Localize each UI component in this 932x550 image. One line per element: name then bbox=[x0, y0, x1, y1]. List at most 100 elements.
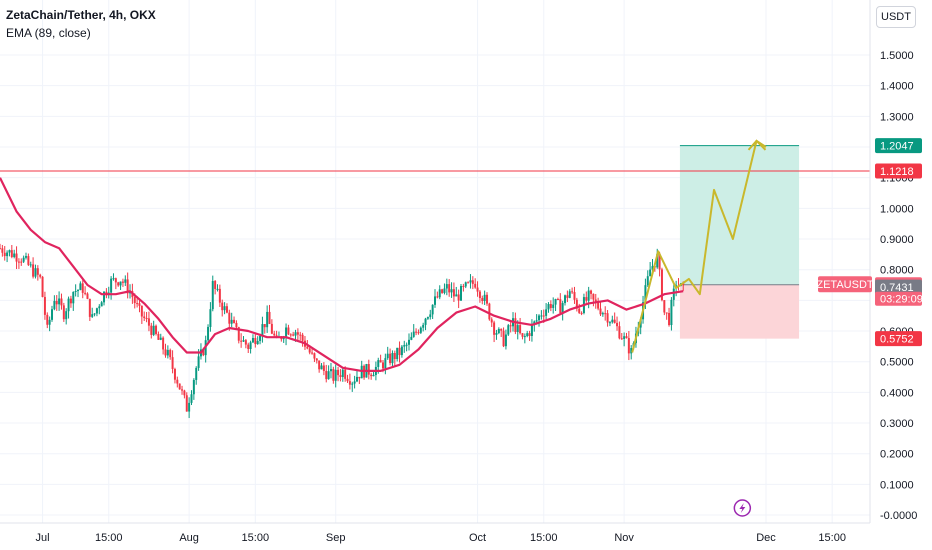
candle bbox=[564, 294, 567, 306]
projection-path[interactable] bbox=[631, 139, 767, 353]
candle bbox=[611, 315, 614, 324]
y-tick-label: 1.0000 bbox=[880, 203, 914, 215]
candle-body bbox=[646, 276, 649, 286]
candle-body bbox=[542, 315, 545, 317]
candle bbox=[58, 291, 61, 311]
x-tick-label: 15:00 bbox=[818, 532, 846, 544]
candle bbox=[478, 290, 481, 303]
candle-body bbox=[620, 338, 623, 340]
candle bbox=[84, 286, 87, 296]
candle-body bbox=[663, 300, 666, 313]
candle-body bbox=[519, 325, 522, 334]
candle-body bbox=[516, 325, 519, 332]
lightning-icon[interactable] bbox=[733, 499, 752, 517]
candle-body bbox=[630, 348, 633, 354]
candle bbox=[620, 333, 623, 340]
candle-body bbox=[27, 256, 30, 265]
candle-body bbox=[155, 325, 158, 334]
candle bbox=[211, 275, 214, 312]
candle-body bbox=[419, 327, 422, 333]
candle bbox=[327, 365, 330, 380]
candle-body bbox=[159, 337, 162, 340]
candle-body bbox=[55, 300, 58, 305]
candle bbox=[616, 316, 619, 331]
candle-body bbox=[471, 280, 474, 284]
candle bbox=[204, 335, 207, 363]
candle bbox=[379, 354, 382, 363]
price-axis[interactable]: -0.00000.10000.20000.30000.40000.50000.6… bbox=[869, 0, 932, 550]
y-tick-label: 0.4000 bbox=[880, 387, 914, 399]
candle bbox=[403, 340, 406, 353]
y-tick-label: 1.4000 bbox=[880, 81, 914, 93]
candle-body bbox=[119, 281, 122, 286]
candle-body bbox=[157, 333, 160, 340]
candle bbox=[332, 366, 335, 384]
candle bbox=[495, 329, 498, 340]
candle bbox=[467, 281, 470, 284]
candle-body bbox=[457, 294, 460, 301]
candle bbox=[396, 347, 399, 362]
candle bbox=[93, 313, 96, 317]
candle bbox=[13, 249, 16, 259]
x-tick-label: Oct bbox=[469, 532, 486, 544]
candle-body bbox=[46, 314, 49, 325]
candle-body bbox=[192, 379, 195, 395]
candle-body bbox=[62, 305, 65, 320]
price-badge-resistance: 1.1218 bbox=[875, 163, 922, 179]
candle-body bbox=[623, 336, 626, 339]
candle bbox=[315, 358, 318, 364]
candle bbox=[353, 375, 356, 389]
candle-body bbox=[431, 304, 434, 315]
candle bbox=[360, 360, 363, 379]
candle-body bbox=[353, 381, 356, 384]
price-badge-bg bbox=[875, 279, 922, 295]
candle bbox=[46, 312, 49, 329]
candle-body bbox=[249, 342, 252, 350]
candle bbox=[358, 376, 361, 384]
candle-body bbox=[384, 358, 387, 369]
candle-body bbox=[644, 285, 647, 303]
candle-body bbox=[235, 322, 238, 328]
candle bbox=[29, 261, 32, 268]
candle-body bbox=[8, 250, 11, 253]
candle-body bbox=[10, 250, 13, 257]
indicator-label[interactable]: EMA (89, close) bbox=[6, 26, 91, 40]
candle-body bbox=[173, 368, 176, 380]
currency-button[interactable]: USDT bbox=[876, 6, 916, 28]
candle-body bbox=[474, 283, 477, 288]
time-axis[interactable]: Jul 15:00 Aug 15:00 Sep Oct 15:00 Nov Dec 15:00 bbox=[0, 522, 870, 544]
candle bbox=[677, 278, 680, 291]
candle-body bbox=[22, 257, 25, 262]
candle-body bbox=[88, 298, 91, 317]
candle bbox=[320, 363, 323, 370]
candle bbox=[218, 284, 221, 307]
candle-body bbox=[53, 300, 56, 310]
candle bbox=[606, 310, 609, 327]
symbol-label[interactable]: ZETAUSDT bbox=[816, 279, 874, 291]
candle bbox=[630, 345, 633, 360]
chart-title: ZetaChain/Tether, 4h, OKX bbox=[6, 8, 156, 22]
candle bbox=[74, 284, 77, 297]
candle bbox=[426, 316, 429, 320]
candle bbox=[393, 350, 396, 367]
candle bbox=[157, 331, 160, 341]
candle bbox=[329, 362, 332, 379]
candle-body bbox=[145, 318, 148, 320]
candle-body bbox=[311, 352, 314, 354]
candle-body bbox=[578, 308, 581, 313]
candle-body bbox=[556, 299, 559, 301]
candle bbox=[53, 295, 56, 311]
candle bbox=[67, 296, 70, 319]
candle bbox=[481, 295, 484, 305]
ema-line[interactable] bbox=[0, 177, 684, 372]
candle-body bbox=[389, 353, 392, 364]
candle-body bbox=[443, 288, 446, 293]
candle-body bbox=[396, 347, 399, 360]
candle-body bbox=[296, 332, 299, 335]
countdown-bg bbox=[875, 291, 922, 306]
candle bbox=[346, 374, 349, 383]
candle bbox=[429, 309, 432, 320]
y-tick-label: 0.5000 bbox=[880, 357, 914, 369]
candle-body bbox=[486, 294, 489, 304]
